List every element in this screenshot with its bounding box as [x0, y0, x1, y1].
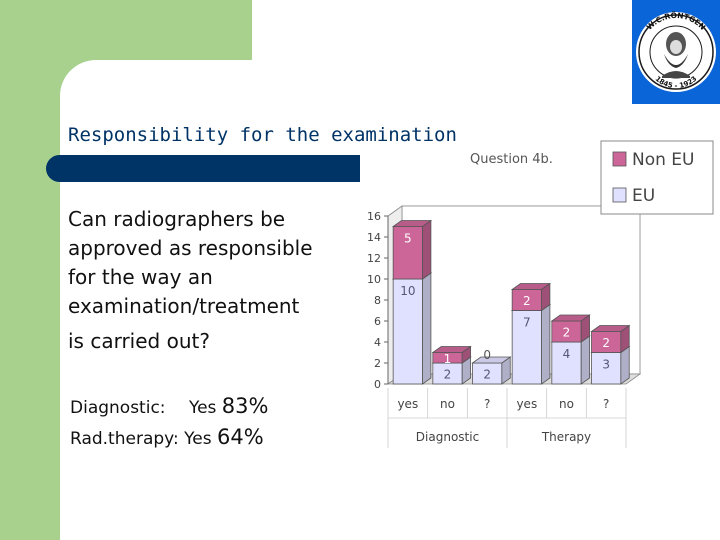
y-tick-label: 16 — [367, 210, 381, 223]
bar-non-eu-top — [550, 314, 591, 322]
question-line: examination/treatment — [68, 294, 300, 318]
bar-non-eu — [392, 226, 423, 280]
bar-eu — [392, 278, 423, 385]
stats-block: Diagnostic: Yes 83% Rad.therapy: Yes 64% — [70, 392, 268, 454]
roentgen-seal-icon: W.C.RÖNTGEN 1845 - 1923 — [636, 11, 716, 92]
question-line: approved as responsible — [68, 236, 313, 260]
legend-label: EU — [632, 186, 655, 206]
bar-non-eu-top — [391, 220, 433, 227]
y-tick-label: 6 — [374, 315, 381, 328]
question-line: for the way an — [68, 265, 213, 289]
data-label: 2 — [523, 294, 531, 308]
stat-yes: Yes — [188, 398, 217, 418]
x-tick-label: no — [559, 397, 574, 411]
data-label: 4 — [563, 347, 571, 361]
data-label: 2 — [602, 336, 610, 350]
stat-value: 64% — [216, 425, 264, 449]
y-tick-label: 10 — [367, 273, 381, 286]
legend-swatch — [612, 187, 627, 203]
bar-eu-side — [541, 303, 551, 385]
bar-eu-top — [471, 356, 512, 364]
bar-eu — [551, 341, 582, 385]
x-axis: yes no? yes no ? Diagnostic Therapy — [387, 388, 627, 448]
question-line: is carried out? — [68, 329, 210, 353]
data-label: 3 — [602, 358, 610, 372]
x-tick-label: yes — [516, 397, 537, 411]
y-tick-label: 8 — [374, 294, 381, 307]
y-tick-label: 2 — [374, 357, 381, 370]
data-label: 2 — [483, 368, 491, 382]
stat-row-therapy: Rad.therapy: Yes 64% — [70, 423, 268, 454]
chart-bars: 10 5 2 1 2 0 7 2 4 2 3 2 — [391, 219, 631, 385]
bar-eu — [511, 310, 542, 385]
stat-yes: Yes — [184, 429, 212, 449]
stat-label: Diagnostic: — [70, 398, 166, 418]
bar-eu-side — [422, 272, 432, 385]
chart-title: Question 4b. — [470, 152, 553, 167]
portrait-icon — [662, 32, 690, 78]
data-label: 7 — [523, 316, 531, 330]
data-label: 5 — [404, 232, 412, 246]
stat-row-diagnostic: Diagnostic: Yes 83% — [70, 392, 268, 423]
x-tick-label: no — [440, 397, 455, 411]
x-group-label: Therapy — [541, 430, 591, 444]
legend-label: Non EU — [632, 150, 694, 170]
x-tick-label: yes — [397, 397, 418, 411]
bar-eu-side — [620, 345, 630, 385]
x-tick-label: ? — [603, 397, 609, 411]
title-underline-bar — [46, 155, 360, 182]
y-tick-label: 12 — [367, 252, 381, 265]
y-tick-label: 4 — [374, 336, 381, 349]
x-tick-label: ? — [484, 397, 490, 411]
question-line: Can radiographers be — [68, 207, 286, 231]
question-text: Can radiographers be approved as respons… — [68, 205, 368, 356]
bar-non-eu-top — [590, 325, 631, 332]
bar-non-eu-side — [422, 219, 432, 280]
bar-eu-side — [580, 335, 590, 385]
stat-value: 83% — [221, 394, 269, 418]
roentgen-logo: W.C.RÖNTGEN 1845 - 1923 — [632, 0, 720, 104]
bar-non-eu-top — [431, 346, 472, 353]
slide-title: Responsibility for the examination — [68, 124, 457, 146]
chart-legend: Non EU EU — [600, 140, 714, 215]
data-label: 0 — [483, 348, 491, 362]
stat-label: Rad.therapy: — [70, 429, 179, 449]
data-label: 10 — [400, 284, 415, 298]
data-label: 2 — [444, 368, 452, 382]
x-group-label: Diagnostic — [416, 430, 479, 444]
legend-swatch — [612, 151, 627, 167]
bar-eu — [591, 352, 622, 385]
data-label: 2 — [563, 326, 571, 340]
y-tick-label: 14 — [367, 231, 381, 244]
data-label: 1 — [444, 352, 452, 366]
bar-non-eu-top — [510, 283, 552, 290]
y-axis: 0 2 4 6 8 10 12 14 16 — [367, 210, 389, 391]
y-tick-label: 0 — [374, 378, 381, 391]
